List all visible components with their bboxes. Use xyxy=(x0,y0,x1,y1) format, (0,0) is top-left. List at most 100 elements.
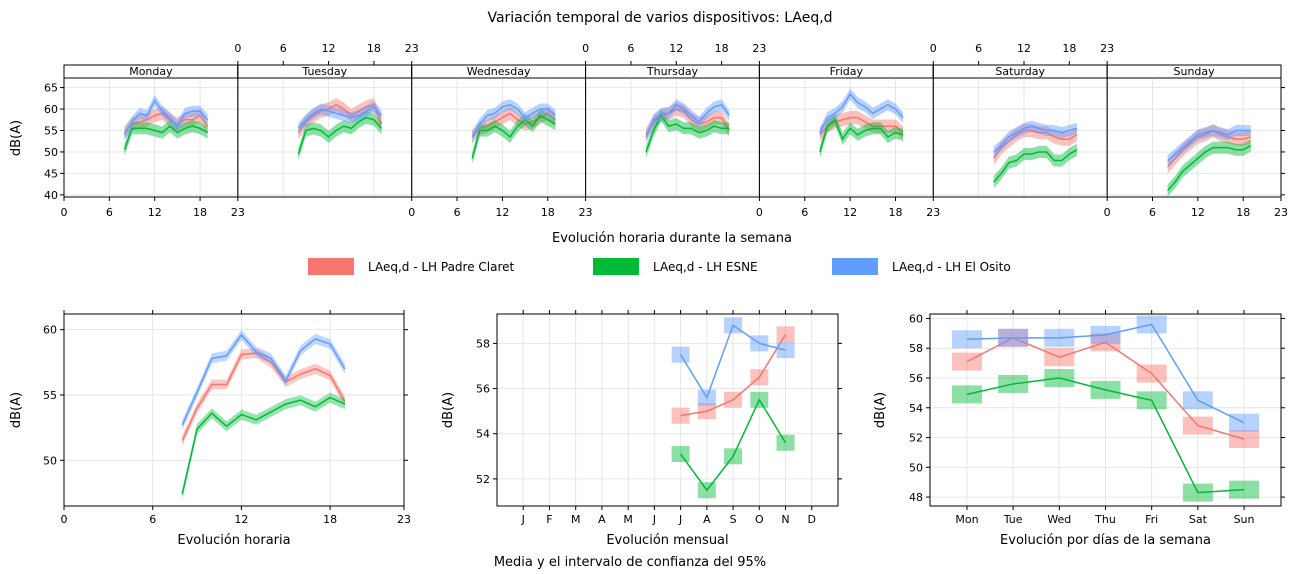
legend-swatch xyxy=(832,258,878,275)
x-axis-label: Evolución por días de la semana xyxy=(1000,533,1211,548)
confidence-band xyxy=(298,98,382,140)
confidence-band xyxy=(1167,124,1251,167)
y-tick-label: 50 xyxy=(909,461,923,474)
y-tick-label: 60 xyxy=(44,103,58,116)
x-tick-label: 0 xyxy=(756,206,763,219)
confidence-band xyxy=(182,348,345,446)
x-tick-label: 12 xyxy=(495,206,509,219)
x-tick-label: 23 xyxy=(1274,206,1288,219)
legend-item: LAeq,d - LH ESNE xyxy=(593,258,758,275)
x-tick-label: 18 xyxy=(193,206,207,219)
y-tick-label: 55 xyxy=(44,124,58,137)
confidence-band xyxy=(819,110,904,142)
y-tick-label: 60 xyxy=(43,324,57,337)
figure-footer: Media y el intervalo de confianza del 95… xyxy=(494,555,766,570)
y-axis-label: dB(A) xyxy=(9,120,24,156)
y-tick-label: 50 xyxy=(43,454,57,467)
x-tick-label: 23 xyxy=(752,42,766,55)
confidence-band xyxy=(993,120,1077,158)
hourly-chart: 0 6 12 18 23 50 55 60 Evolución horaria dB(A) xyxy=(9,310,411,548)
x-tick-label: 6 xyxy=(975,42,982,55)
series-line xyxy=(993,125,1078,153)
y-tick-label: 58 xyxy=(476,337,490,350)
strip-label: Tuesday xyxy=(301,65,347,78)
x-tick-label: 18 xyxy=(541,206,555,219)
series-line xyxy=(123,98,209,136)
legend-swatch xyxy=(308,258,354,275)
x-tick-label: 0 xyxy=(234,42,241,55)
strip-label: Thursday xyxy=(646,65,699,78)
x-tick-label: F xyxy=(546,513,552,526)
confidence-band xyxy=(298,111,382,161)
y-tick-label: 54 xyxy=(476,428,490,441)
legend-item: LAeq,d - LH El Osito xyxy=(832,258,1011,275)
x-tick-label: 0 xyxy=(61,206,68,219)
panel-friday: Friday 0 6 12 18 23 xyxy=(756,64,940,219)
series-line xyxy=(966,377,1245,494)
x-axis-label: Evolución horaria xyxy=(177,533,290,548)
series-line xyxy=(297,105,383,129)
y-tick-label: 52 xyxy=(476,473,490,486)
panel-border xyxy=(496,313,839,507)
legend-label: LAeq,d - LH ESNE xyxy=(653,260,758,274)
series-line xyxy=(123,125,208,151)
confidence-band xyxy=(993,143,1077,189)
series-line xyxy=(819,116,904,136)
x-tick-label: 12 xyxy=(1017,42,1031,55)
strip-label: Wednesday xyxy=(467,65,531,78)
x-tick-label: 23 xyxy=(926,206,940,219)
x-tick-label: 18 xyxy=(1236,206,1250,219)
x-tick-label: O xyxy=(755,513,764,526)
x-tick-label: 6 xyxy=(801,206,808,219)
figure-title: Variación temporal de varios dispositivo… xyxy=(487,10,832,26)
daily-chart: Mon Tue Wed Thu Fri Sat Sun 48 50 52 54 56 58 60 Evolu… xyxy=(873,310,1285,548)
panel-border xyxy=(63,313,405,507)
x-tick-label: 23 xyxy=(1100,42,1114,55)
series-line xyxy=(993,149,1078,183)
series-line xyxy=(123,112,209,134)
x-tick-label: S xyxy=(730,513,737,526)
weekly-chart: Monday 0 6 12 18 23 Tuesday 0 6 12 18 23 Wednesday 0 6… xyxy=(9,42,1288,246)
confidence-band xyxy=(646,102,730,142)
confidence-band xyxy=(646,99,730,143)
x-tick-label: 6 xyxy=(627,42,634,55)
panel-tuesday: Tuesday 0 6 12 18 23 xyxy=(234,42,419,198)
x-tick-label: 0 xyxy=(930,42,937,55)
legend-label: LAeq,d - LH Padre Claret xyxy=(368,260,515,274)
y-tick-label: 56 xyxy=(909,372,923,385)
series-line xyxy=(645,114,730,153)
x-tick-label: 18 xyxy=(367,42,381,55)
legend-item: LAeq,d - LH Padre Claret xyxy=(308,258,515,275)
x-tick-label: 12 xyxy=(669,42,683,55)
confidence-band xyxy=(124,94,208,141)
series-line xyxy=(471,103,556,138)
strip-label: Saturday xyxy=(995,65,1045,78)
confidence-band xyxy=(472,106,556,144)
x-tick-label: A xyxy=(703,513,711,526)
series-line xyxy=(819,92,904,133)
series-line xyxy=(1167,129,1251,162)
monthly-chart: J F M A M J J A S O N D 52 54 56 58 Evolución mensual dB(… xyxy=(441,310,842,548)
y-tick-label: 65 xyxy=(44,82,58,95)
x-tick-label: 12 xyxy=(843,206,857,219)
x-tick-label: M xyxy=(571,513,581,526)
panel-wednesday: Wednesday 0 6 12 18 23 xyxy=(408,64,593,219)
series-line xyxy=(966,323,1245,424)
x-tick-label: 0 xyxy=(61,513,68,526)
y-tick-label: 58 xyxy=(909,342,923,355)
x-tick-label: 6 xyxy=(454,206,461,219)
series-line xyxy=(297,103,383,134)
x-tick-label: 18 xyxy=(1062,42,1076,55)
x-tick-label: 23 xyxy=(231,206,245,219)
x-tick-label: D xyxy=(808,513,816,526)
strip-label: Sunday xyxy=(1173,65,1215,78)
x-tick-label: 0 xyxy=(408,206,415,219)
x-tick-label: Thu xyxy=(1094,513,1116,526)
panel-monday: Monday 0 6 12 18 23 xyxy=(61,64,245,219)
y-axis-label: dB(A) xyxy=(9,392,24,428)
x-tick-label: Mon xyxy=(955,513,978,526)
x-tick-label: 0 xyxy=(1104,206,1111,219)
x-tick-label: 6 xyxy=(149,513,156,526)
x-tick-label: Wed xyxy=(1047,513,1071,526)
confidence-band xyxy=(1167,123,1251,174)
